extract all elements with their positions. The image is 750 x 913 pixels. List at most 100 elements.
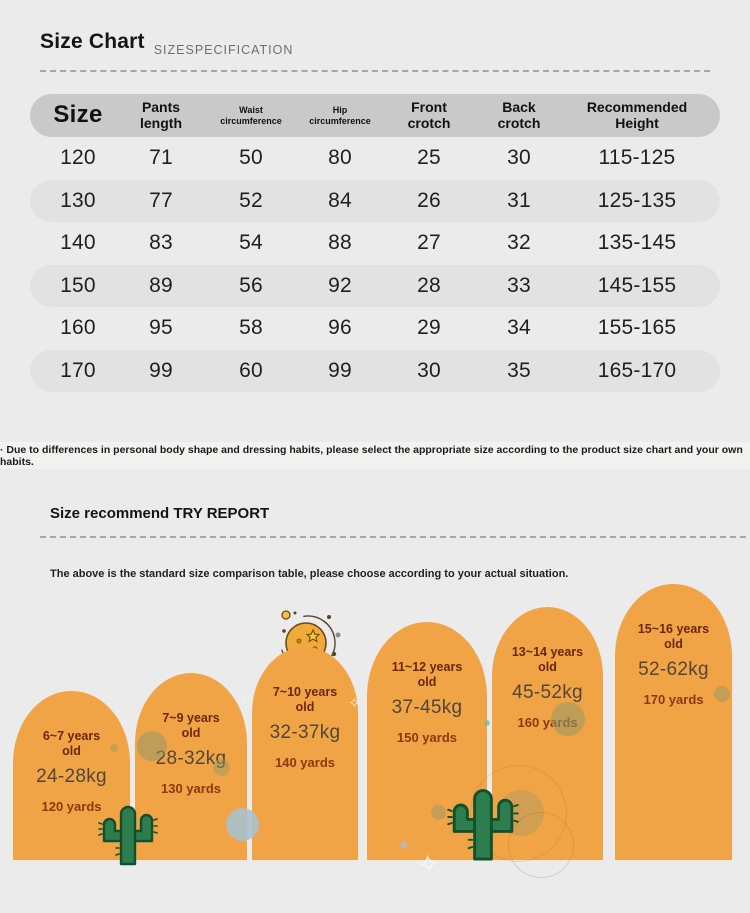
section-header-size-chart: Size Chart SIZESPECIFICATION	[40, 30, 294, 57]
decor-circle	[213, 759, 230, 776]
size-table: Size Pants length Waist circumference Hi…	[30, 94, 720, 392]
cell-recommended-height: 145-155	[597, 273, 677, 297]
size-note-band: · Due to differences in personal body sh…	[0, 442, 750, 469]
size-note: · Due to differences in personal body sh…	[0, 443, 743, 468]
cell-hip: 84	[328, 188, 352, 212]
cell-waist: 58	[239, 316, 263, 340]
try-report-title: Size recommend TRY REPORT	[50, 505, 270, 522]
sparkle-icon: ✧	[348, 694, 361, 712]
cell-back-crotch: 33	[507, 273, 531, 297]
size-card-130: 7~9 years old 28-32kg 130 yards	[135, 673, 247, 860]
cell-size: 120	[60, 146, 96, 170]
table-row: 160 95 58 96 29 34 155-165	[30, 307, 720, 350]
cell-recommended-height: 125-135	[597, 188, 677, 212]
cell-size: 140	[60, 231, 96, 255]
cell-back-crotch: 34	[507, 316, 531, 340]
col-back-crotch: Back crotch	[497, 98, 541, 131]
decor-circle	[714, 686, 730, 702]
cell-pants-length: 89	[149, 273, 173, 297]
cell-size: 130	[60, 188, 96, 212]
cell-recommended-height: 155-165	[597, 316, 677, 340]
try-report-subtitle: The above is the standard size compariso…	[50, 568, 569, 580]
card-age: 7~10 years old	[272, 685, 338, 714]
col-recommended-height: Recommended Height	[586, 98, 688, 131]
card-age: 6~7 years old	[42, 729, 101, 758]
card-weight: 52-62kg	[638, 659, 709, 680]
cell-size: 150	[60, 273, 96, 297]
dashed-divider	[40, 70, 710, 72]
cell-size: 170	[60, 358, 96, 382]
card-size: 170 yards	[643, 692, 704, 707]
card-age: 11~12 years old	[391, 660, 463, 689]
cell-hip: 88	[328, 231, 352, 255]
decor-circle	[137, 731, 167, 761]
card-weight: 32-37kg	[269, 722, 341, 743]
cell-waist: 56	[239, 273, 263, 297]
cactus-icon	[98, 805, 158, 866]
card-size: 130 yards	[161, 781, 221, 796]
cell-waist: 52	[239, 188, 263, 212]
cell-waist: 50	[239, 146, 263, 170]
cell-waist: 54	[239, 231, 263, 255]
cell-back-crotch: 31	[507, 188, 531, 212]
sparkle-icon: ✧	[238, 693, 250, 709]
size-table-header-row: Size Pants length Waist circumference Hi…	[30, 94, 720, 137]
cell-front-crotch: 26	[417, 188, 441, 212]
cell-recommended-height: 135-145	[597, 231, 677, 255]
cell-hip: 96	[328, 316, 352, 340]
table-row: 150 89 56 92 28 33 145-155	[30, 264, 720, 307]
card-weight: 28-32kg	[155, 748, 227, 769]
cell-pants-length: 77	[149, 188, 173, 212]
cell-hip: 92	[328, 273, 352, 297]
cell-front-crotch: 30	[417, 358, 441, 382]
table-row: 120 71 50 80 25 30 115-125	[30, 137, 720, 180]
cell-recommended-height: 165-170	[597, 358, 677, 382]
table-row: 170 99 60 99 30 35 165-170	[30, 349, 720, 392]
cell-recommended-height: 115-125	[598, 146, 676, 170]
cell-back-crotch: 35	[507, 358, 531, 382]
col-waist-circumference: Waist circumference	[220, 105, 282, 126]
cell-back-crotch: 30	[507, 146, 531, 170]
card-weight: 37-45kg	[391, 697, 463, 718]
cell-waist: 60	[239, 358, 263, 382]
cell-pants-length: 83	[149, 231, 173, 255]
page-subtitle: SIZESPECIFICATION	[153, 43, 294, 57]
cell-hip: 80	[328, 146, 352, 170]
card-size: 150 yards	[397, 730, 457, 745]
sparkle-icon: ✧	[415, 848, 443, 882]
decor-circle	[551, 702, 585, 736]
decor-circle	[484, 720, 490, 726]
cell-front-crotch: 28	[417, 273, 441, 297]
page-title: Size Chart	[40, 30, 145, 53]
table-row: 130 77 52 84 26 31 125-135	[30, 179, 720, 222]
col-pants-length: Pants length	[140, 98, 182, 131]
cell-back-crotch: 32	[507, 231, 531, 255]
cell-front-crotch: 25	[417, 146, 441, 170]
col-front-crotch: Front crotch	[407, 98, 451, 131]
card-age: 15~16 years old	[637, 622, 710, 651]
card-weight: 24-28kg	[36, 766, 107, 787]
decor-ring	[508, 812, 574, 878]
cell-hip: 99	[328, 358, 352, 382]
dashed-divider	[40, 536, 746, 538]
size-card-140: 7~10 years old 32-37kg 140 yards	[252, 647, 358, 860]
card-size: 140 yards	[275, 755, 335, 770]
decor-circle	[431, 805, 446, 820]
cell-pants-length: 99	[149, 358, 173, 382]
col-size: Size	[53, 101, 103, 129]
col-hip-circumference: Hip circumference	[309, 105, 371, 126]
decor-circle	[226, 808, 259, 841]
cell-pants-length: 95	[149, 316, 173, 340]
cactus-icon	[447, 789, 519, 861]
cell-size: 160	[60, 316, 96, 340]
cell-front-crotch: 29	[417, 316, 441, 340]
card-size: 120 yards	[41, 799, 102, 814]
decor-circle	[110, 744, 118, 752]
table-row: 140 83 54 88 27 32 135-145	[30, 222, 720, 265]
card-age: 13~14 years old	[511, 645, 584, 674]
card-weight: 45-52kg	[512, 682, 583, 703]
card-age: 7~9 years old	[162, 711, 220, 740]
size-card-170: 15~16 years old 52-62kg 170 yards	[615, 584, 732, 860]
cell-pants-length: 71	[149, 146, 173, 170]
